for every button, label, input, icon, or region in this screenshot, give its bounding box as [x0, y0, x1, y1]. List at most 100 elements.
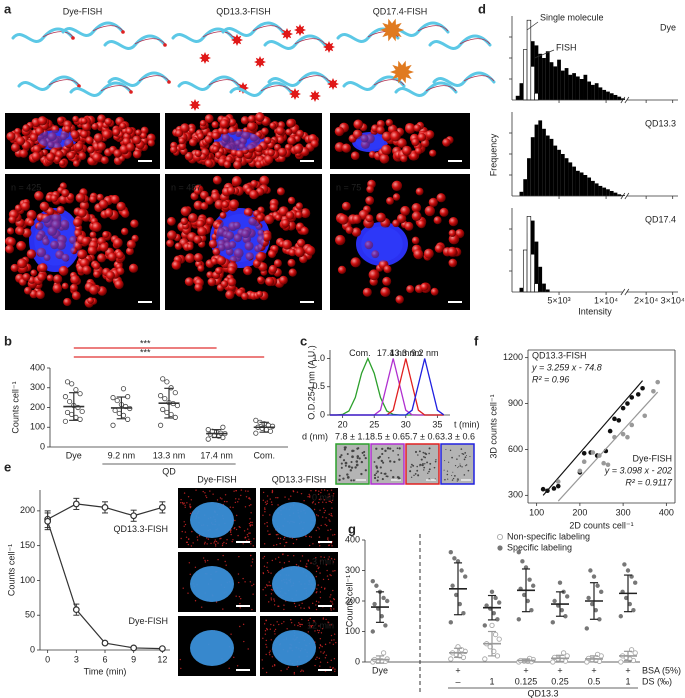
condition-label: – — [455, 676, 460, 686]
sphere — [113, 149, 122, 158]
signal — [236, 514, 238, 517]
sphere — [14, 204, 22, 212]
sphere — [228, 118, 237, 127]
signal — [265, 639, 268, 642]
y-tick-label: 100 — [20, 575, 35, 585]
particle — [462, 453, 465, 455]
particle — [389, 447, 392, 450]
sphere — [204, 114, 214, 123]
condition-label: + — [557, 665, 562, 675]
data-point — [516, 617, 521, 622]
signal — [202, 557, 205, 559]
sphere — [36, 290, 45, 299]
signal — [330, 513, 333, 515]
particle — [417, 474, 420, 477]
signal — [323, 499, 326, 501]
data-point — [591, 574, 597, 579]
signal — [278, 623, 280, 626]
data-point — [516, 550, 521, 555]
quantum-dot — [390, 60, 414, 84]
data-point — [454, 592, 459, 598]
nucleus — [272, 502, 316, 538]
signal — [330, 574, 332, 577]
signal — [183, 525, 185, 528]
sphere — [411, 211, 422, 222]
sphere — [212, 247, 221, 256]
data-point — [559, 607, 564, 613]
sphere — [16, 240, 26, 251]
data-point — [633, 580, 638, 585]
subplot-title: QD17.4 — [645, 214, 676, 224]
sphere — [75, 193, 86, 203]
data-point — [69, 381, 75, 387]
x-tick-label: 3 — [74, 654, 79, 664]
sphere — [381, 131, 392, 142]
signal — [188, 538, 190, 540]
y-tick-label: 400 — [345, 534, 360, 544]
quantum-dot — [199, 52, 211, 64]
signal — [234, 519, 236, 522]
signal — [313, 620, 316, 622]
probe — [202, 31, 234, 38]
histogram-bar — [579, 172, 584, 196]
particle — [420, 458, 423, 461]
signal — [330, 501, 333, 504]
signal — [252, 593, 254, 595]
signal — [288, 498, 290, 500]
data-point — [463, 574, 468, 579]
column-header: QD13.3-FISH — [272, 474, 327, 484]
signal — [266, 569, 269, 572]
sphere — [334, 126, 345, 137]
particle — [428, 470, 430, 473]
particle — [363, 454, 366, 457]
sphere — [85, 136, 94, 145]
particle — [424, 463, 426, 465]
signal — [239, 602, 241, 605]
signal — [279, 537, 282, 540]
sphere — [167, 216, 176, 226]
histogram-bar — [553, 145, 558, 196]
x-tick-label: 5×10³ — [547, 295, 570, 305]
sphere — [70, 274, 80, 285]
signal — [214, 545, 217, 547]
signal — [298, 604, 300, 606]
sphere — [97, 253, 107, 263]
signal — [205, 496, 208, 499]
signal — [318, 647, 321, 649]
sphere — [439, 207, 449, 217]
data-point — [550, 659, 556, 665]
signal — [229, 506, 232, 508]
particle — [346, 476, 350, 479]
sphere — [121, 227, 129, 236]
x-tick-label: 30 — [401, 419, 411, 429]
particle — [424, 452, 427, 455]
particle — [373, 474, 377, 477]
signal — [324, 509, 326, 512]
y-axis-title: Counts cell⁻¹ — [10, 381, 20, 433]
y-tick-label: 300 — [30, 382, 45, 392]
axis-break — [624, 288, 630, 296]
signal — [277, 537, 280, 540]
signal — [320, 651, 322, 653]
signal — [293, 602, 296, 605]
signal — [300, 623, 302, 626]
histogram-bar — [575, 76, 580, 100]
particle — [444, 478, 446, 481]
sphere — [227, 266, 236, 275]
data-point — [555, 483, 561, 489]
signal — [204, 541, 206, 544]
signal — [222, 543, 224, 545]
particle — [398, 458, 401, 461]
signal — [240, 598, 242, 600]
signal — [311, 602, 314, 605]
signal — [206, 543, 208, 545]
sphere — [125, 247, 134, 256]
particle — [381, 447, 384, 451]
sphere — [338, 214, 349, 225]
dna-strand — [61, 21, 125, 37]
sphere — [410, 152, 419, 161]
signal — [243, 640, 245, 643]
dye — [163, 43, 167, 47]
particle — [452, 471, 454, 473]
signal — [270, 623, 272, 626]
